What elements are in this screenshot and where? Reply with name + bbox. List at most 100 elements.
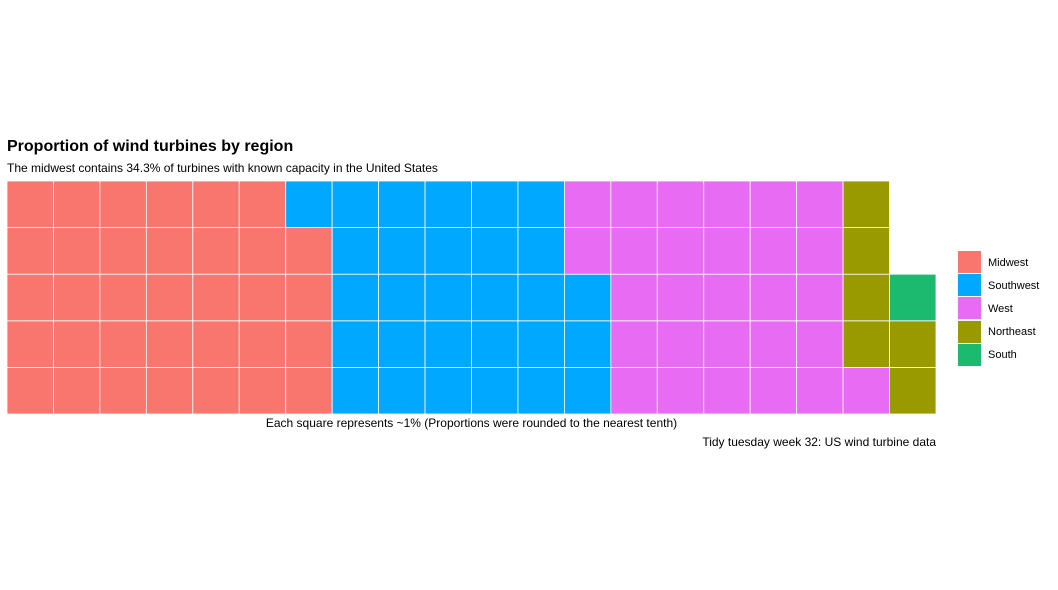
waffle-square-southwest	[471, 320, 519, 368]
waffle-square-southwest	[517, 227, 565, 275]
waffle-square-midwest	[145, 320, 194, 368]
waffle-square-southwest	[378, 273, 426, 322]
waffle-square-west	[610, 366, 658, 415]
waffle-square-midwest	[53, 366, 101, 415]
waffle-square-southwest	[471, 273, 519, 322]
waffle-square-midwest	[192, 227, 240, 275]
waffle-square-midwest	[6, 180, 54, 228]
waffle-square-west	[564, 227, 612, 275]
waffle-square-midwest	[285, 320, 333, 368]
waffle-square-midwest	[145, 227, 194, 275]
waffle-square-west	[656, 273, 705, 322]
legend: Midwest Southwest West Northeast South	[958, 251, 1039, 367]
waffle-square-west	[703, 366, 751, 415]
legend-item-southwest: Southwest	[958, 274, 1039, 298]
waffle-square-midwest	[6, 320, 54, 368]
waffle-square-midwest	[145, 273, 194, 322]
waffle-square-west	[703, 273, 751, 322]
waffle-square-west	[703, 320, 751, 368]
legend-item-midwest: Midwest	[958, 251, 1039, 275]
waffle-square-northeast	[842, 273, 890, 322]
waffle-square-midwest	[238, 366, 287, 415]
legend-item-west: West	[958, 297, 1039, 321]
waffle-square-midwest	[145, 180, 194, 228]
waffle-square-midwest	[192, 320, 240, 368]
legend-label: Northeast	[988, 326, 1036, 339]
waffle-square-west	[796, 227, 844, 275]
waffle-square-southwest	[471, 227, 519, 275]
waffle-square-southwest	[378, 320, 426, 368]
waffle-square-southwest	[331, 273, 379, 322]
waffle-square-southwest	[564, 273, 612, 322]
waffle-square-southwest	[378, 366, 426, 415]
waffle-square-west	[796, 180, 844, 228]
waffle-square-southwest	[331, 366, 379, 415]
waffle-square-southwest	[424, 227, 472, 275]
legend-label: South	[988, 349, 1017, 362]
waffle-square-southwest	[424, 366, 472, 415]
legend-label: West	[988, 302, 1013, 315]
waffle-square-midwest	[99, 366, 147, 415]
chart-subtitle: The midwest contains 34.3% of turbines w…	[7, 161, 438, 175]
waffle-square-west	[610, 273, 658, 322]
waffle-square-northeast	[889, 366, 937, 415]
waffle-square-west	[656, 320, 705, 368]
waffle-square-west	[610, 227, 658, 275]
waffle-square-west	[610, 180, 658, 228]
waffle-square-midwest	[6, 366, 54, 415]
waffle-square-west	[749, 227, 798, 275]
waffle-square-northeast	[842, 227, 890, 275]
waffle-square-midwest	[285, 366, 333, 415]
waffle-square-west	[749, 320, 798, 368]
waffle-square-southwest	[517, 366, 565, 415]
waffle-square-northeast	[842, 320, 890, 368]
waffle-square-midwest	[99, 227, 147, 275]
waffle-square-midwest	[53, 227, 101, 275]
waffle-square-southwest	[331, 320, 379, 368]
legend-key-northeast	[958, 320, 981, 344]
waffle-square-midwest	[285, 227, 333, 275]
waffle-square-southwest	[424, 273, 472, 322]
waffle-square-midwest	[53, 180, 101, 228]
waffle-square-west	[564, 180, 612, 228]
waffle-square-west	[796, 273, 844, 322]
waffle-square-midwest	[238, 227, 287, 275]
waffle-square-southwest	[331, 180, 379, 228]
waffle-square-southwest	[378, 227, 426, 275]
waffle-square-southwest	[378, 180, 426, 228]
waffle-square-southwest	[471, 366, 519, 415]
waffle-square-midwest	[6, 273, 54, 322]
legend-item-south: South	[958, 343, 1039, 367]
legend-key-midwest	[958, 251, 981, 275]
waffle-square-west	[749, 366, 798, 415]
waffle-square-west	[610, 320, 658, 368]
waffle-square-southwest	[285, 180, 333, 228]
waffle-square-midwest	[238, 180, 287, 228]
waffle-square-midwest	[238, 273, 287, 322]
legend-key-southwest	[958, 274, 981, 298]
waffle-square-midwest	[238, 320, 287, 368]
waffle-square-south	[889, 273, 937, 322]
waffle-square-southwest	[424, 180, 472, 228]
waffle-square-west	[796, 320, 844, 368]
waffle-square-midwest	[99, 273, 147, 322]
waffle-square-midwest	[99, 180, 147, 228]
waffle-square-west	[749, 273, 798, 322]
x-axis-label: Each square represents ~1% (Proportions …	[265, 416, 678, 430]
waffle-square-midwest	[192, 180, 240, 228]
waffle-square-midwest	[285, 273, 333, 322]
waffle-square-west	[703, 227, 751, 275]
waffle-square-southwest	[564, 320, 612, 368]
waffle-square-southwest	[424, 320, 472, 368]
waffle-square-southwest	[517, 320, 565, 368]
waffle-square-west	[703, 180, 751, 228]
legend-key-west	[958, 297, 981, 321]
waffle-square-midwest	[192, 366, 240, 415]
waffle-square-midwest	[192, 273, 240, 322]
waffle-square-west	[656, 366, 705, 415]
legend-key-south	[958, 343, 981, 367]
waffle-square-southwest	[471, 180, 519, 228]
waffle-square-west	[749, 180, 798, 228]
waffle-square-southwest	[564, 366, 612, 415]
